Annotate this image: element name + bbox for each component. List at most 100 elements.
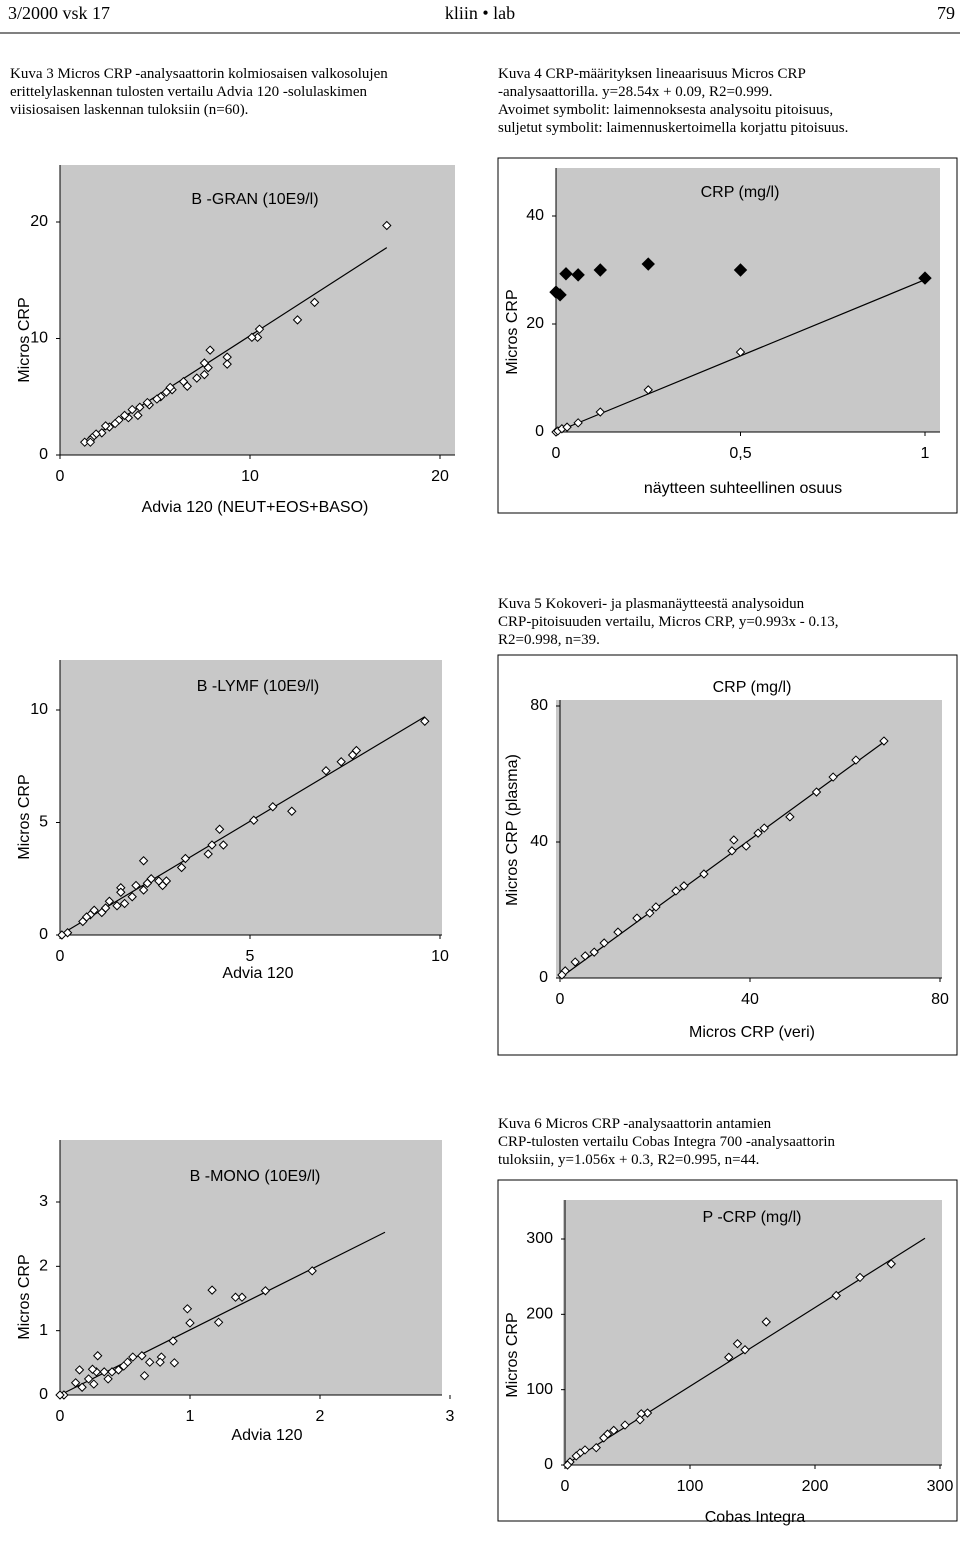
data-point xyxy=(727,846,737,856)
data-point xyxy=(307,1266,317,1276)
data-point xyxy=(589,947,599,957)
y-tick-label: 100 xyxy=(526,1381,553,1398)
data-point xyxy=(613,927,623,937)
y-tick-label: 5 xyxy=(39,814,48,831)
y-tick-label: 0 xyxy=(39,446,48,463)
data-point xyxy=(135,402,145,412)
data-point xyxy=(178,376,189,387)
data-point xyxy=(85,437,96,447)
y-tick-label: 0 xyxy=(535,423,544,440)
data-point xyxy=(855,1272,865,1283)
y-tick-label: 20 xyxy=(30,213,48,230)
y-tick-label: 40 xyxy=(526,207,544,224)
data-point xyxy=(321,766,331,776)
data-point xyxy=(382,220,392,231)
x-axis-label: Advia 120 xyxy=(231,1427,302,1444)
fit-line xyxy=(559,741,885,979)
chart-title: CRP (mg/l) xyxy=(701,184,780,201)
x-tick-label: 20 xyxy=(431,468,449,485)
data-point xyxy=(740,1345,750,1355)
data-point xyxy=(641,257,655,271)
data-point xyxy=(118,1361,129,1371)
caption-line: tuloksiin, y=1.056x + 0.3, R2=0.995, n=4… xyxy=(498,1152,759,1168)
data-point xyxy=(879,736,889,746)
caption-line: Avoimet symbolit: laimennoksesta analyso… xyxy=(498,102,833,118)
data-point xyxy=(203,849,213,859)
data-point xyxy=(182,1304,193,1314)
caption-line: viisiosaisen laskennan tuloksiin (n=60). xyxy=(10,102,248,118)
data-point xyxy=(851,755,861,765)
y-axis-label: Micros CRP xyxy=(504,1312,521,1397)
y-axis-label: Micros CRP (plasma) xyxy=(504,754,521,906)
data-point xyxy=(180,853,191,864)
data-point xyxy=(213,1317,224,1328)
data-point xyxy=(100,421,111,431)
data-point xyxy=(161,387,172,397)
data-point xyxy=(110,418,120,429)
caption-line: Kuva 5 Kokoveri- ja plasmanäytteestä ana… xyxy=(498,596,805,612)
data-point xyxy=(753,828,763,838)
x-tick-label: 5 xyxy=(246,948,255,965)
data-point xyxy=(112,901,122,911)
data-point xyxy=(214,824,225,834)
y-tick-label: 300 xyxy=(526,1230,553,1247)
x-tick-label: 10 xyxy=(431,948,449,965)
data-point xyxy=(595,407,605,417)
data-point xyxy=(643,385,653,395)
x-tick-label: 0 xyxy=(552,445,561,462)
data-point xyxy=(119,898,130,909)
fit-line xyxy=(59,1231,386,1396)
x-tick-label: 0,5 xyxy=(729,445,751,462)
chart-title: B -GRAN (10E9/l) xyxy=(191,191,318,208)
data-point xyxy=(104,896,115,906)
y-tick-label: 3 xyxy=(39,1193,48,1210)
data-point xyxy=(724,1352,734,1362)
data-point xyxy=(87,1364,98,1374)
y-tick-label: 10 xyxy=(30,330,48,347)
data-point xyxy=(116,887,126,897)
caption-line: suljetut symbolit: laimennuskertoimella … xyxy=(498,120,848,136)
x-axis-label: Advia 120 xyxy=(222,965,293,982)
data-point xyxy=(254,324,265,334)
caption-line: CRP-tulosten vertailu Cobas Integra 700 … xyxy=(498,1134,836,1150)
plot-area xyxy=(60,660,442,935)
data-point xyxy=(247,332,257,343)
data-point xyxy=(570,957,580,967)
x-tick-label: 0 xyxy=(561,1478,570,1495)
data-point xyxy=(632,913,642,923)
data-point xyxy=(249,815,259,825)
x-tick-label: 40 xyxy=(741,991,759,1008)
data-point xyxy=(336,757,346,767)
data-point xyxy=(260,1286,271,1296)
data-point xyxy=(591,1442,601,1453)
x-tick-label: 0 xyxy=(56,948,65,965)
data-point xyxy=(785,812,795,822)
data-point xyxy=(203,362,213,373)
data-point xyxy=(292,315,303,325)
data-point xyxy=(918,271,932,285)
data-point xyxy=(645,908,655,918)
caption-line: CRP-pitoisuuden vertailu, Micros CRP, y=… xyxy=(498,614,839,630)
x-tick-label: 3 xyxy=(446,1408,455,1425)
chart-frame xyxy=(497,654,958,1056)
plot-area xyxy=(60,165,455,455)
y-tick-label: 10 xyxy=(30,701,48,718)
data-point xyxy=(176,862,187,873)
data-point xyxy=(732,1339,743,1349)
x-tick-label: 2 xyxy=(316,1408,325,1425)
x-tick-label: 1 xyxy=(186,1408,195,1425)
y-tick-label: 0 xyxy=(39,1386,48,1403)
data-point xyxy=(138,856,149,866)
y-axis-label: Micros CRP xyxy=(16,297,33,382)
data-point xyxy=(142,878,153,888)
data-point xyxy=(735,347,746,357)
data-point xyxy=(268,802,278,812)
caption-line: Kuva 4 CRP-määrityksen lineaarisuus Micr… xyxy=(498,66,806,82)
caption-line: erittelylaskennan tulosten vertailu Advi… xyxy=(10,84,368,100)
x-tick-label: 0 xyxy=(56,468,65,485)
x-tick-label: 0 xyxy=(556,991,565,1008)
data-point xyxy=(741,841,751,851)
data-point xyxy=(886,1259,896,1269)
data-point xyxy=(575,1448,585,1458)
data-point xyxy=(733,263,748,277)
